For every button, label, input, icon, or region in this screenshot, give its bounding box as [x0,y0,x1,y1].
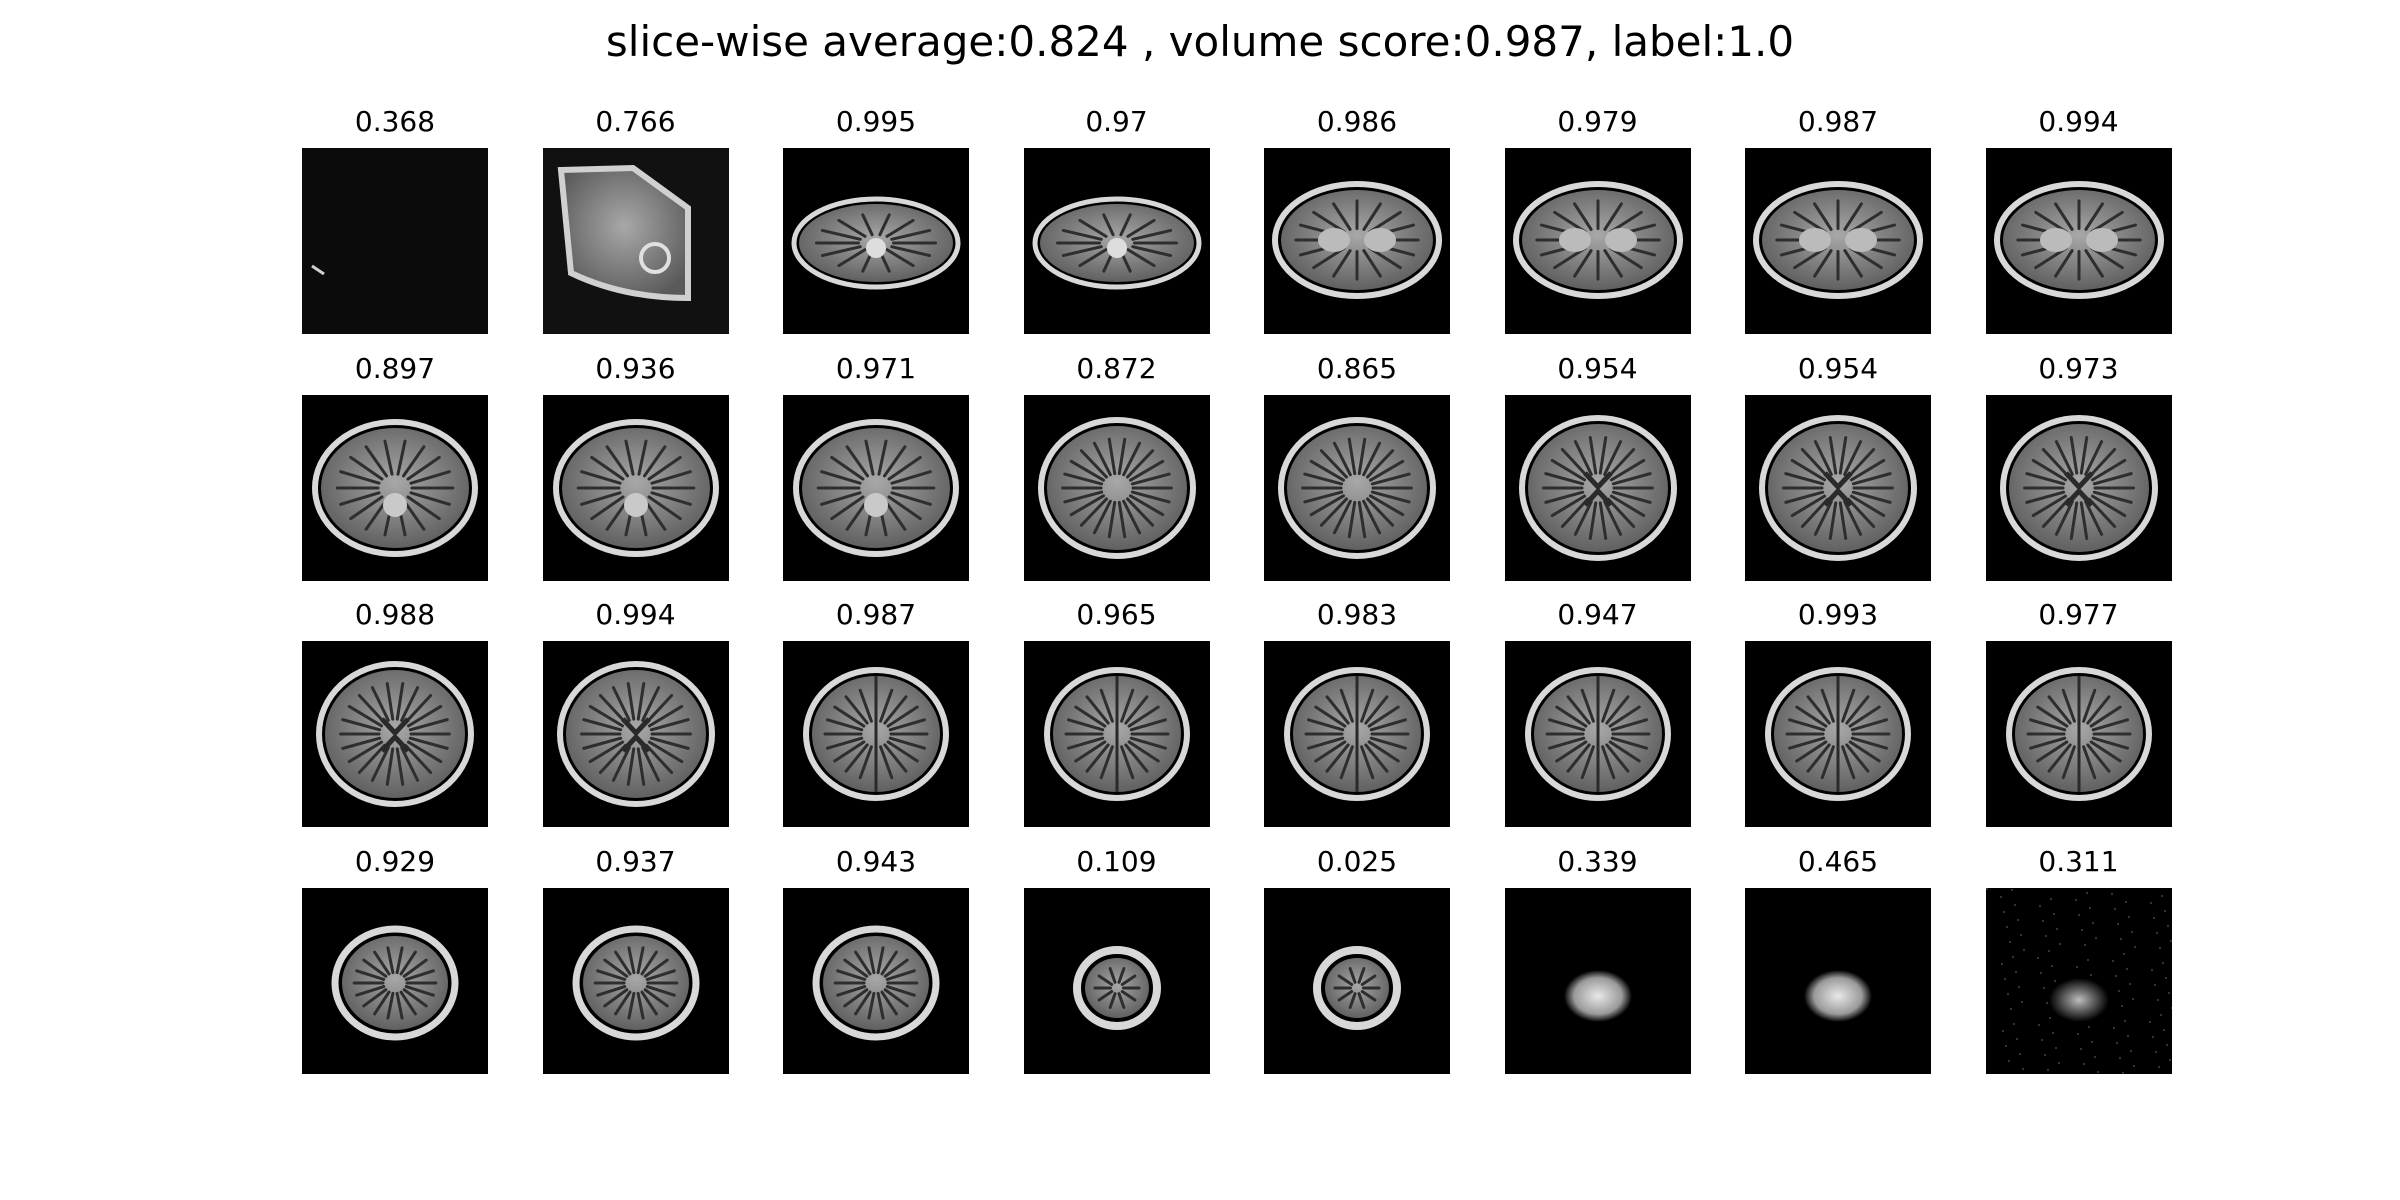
mri-slice-image [1504,394,1691,581]
slice-score-label: 0.897 [354,351,436,385]
mri-slice-image [1985,641,2172,827]
mri-slice-image [1264,887,1450,1074]
slice-score-label: 0.872 [1076,351,1157,385]
mri-slice-image [1745,394,1931,581]
slice-score-label: 0.993 [1797,598,1879,631]
slice-score-label: 0.311 [2038,844,2119,878]
mri-slice-image [1745,641,1931,827]
mri-slice-image [1985,887,2172,1074]
mri-slice-image [542,641,729,827]
slice-score-label: 0.954 [1797,351,1879,385]
slice-score-label: 0.937 [595,844,676,878]
slice-score-label: 0.943 [835,844,917,878]
slice-score-label: 0.987 [1797,105,1879,138]
slice-score-label: 0.995 [835,105,917,138]
figure-title: slice-wise average:0.824 , volume score:… [605,17,1795,66]
slice-score-label: 0.983 [1316,598,1398,631]
mri-slice-image [542,148,729,334]
slice-score-label: 0.986 [1316,105,1398,138]
mri-slice-image [1504,148,1691,334]
mri-slice-image [302,394,488,581]
mri-slice-image [1264,148,1450,334]
mri-slice-image [1023,148,1210,334]
mri-slice-image [1023,641,1210,827]
mri-slice-image [783,641,969,827]
mri-slice-image [783,394,969,581]
slice-score-label: 0.766 [595,105,676,138]
mri-slice-image [302,641,488,827]
slice-score-label: 0.954 [1557,351,1638,385]
mri-slice-image [1745,887,1931,1074]
mri-slice-image [1504,641,1691,827]
mri-slice-image [783,148,969,334]
mri-slice-image [1985,148,2172,334]
slice-score-label: 0.979 [1557,105,1638,138]
slice-score-label: 0.994 [595,598,676,631]
slice-score-label: 0.936 [595,351,676,385]
mri-slice-image [1264,641,1450,827]
slice-score-label: 0.973 [2038,351,2119,385]
slice-score-label: 0.988 [354,598,436,631]
mri-slice-image [783,887,969,1074]
slice-score-label: 0.977 [2038,598,2119,631]
slice-score-label: 0.994 [2038,105,2119,138]
slice-score-label: 0.947 [1557,598,1638,631]
slice-score-label: 0.339 [1557,844,1638,878]
mri-slice-image [1264,394,1450,581]
mri-slice-image [1504,887,1691,1074]
mri-slice-image [302,148,488,334]
slice-score-label: 0.987 [835,598,917,631]
mri-slice-image [1745,148,1931,334]
mri-slice-image [542,887,729,1074]
slice-score-label: 0.109 [1076,844,1157,878]
mri-slice-image [1023,887,1210,1074]
mri-slice-image [302,887,488,1074]
mri-slice-image [542,394,729,581]
slice-score-label: 0.368 [354,105,436,138]
mri-slice-image [1023,394,1210,581]
slice-score-label: 0.971 [835,351,917,385]
slice-score-label: 0.929 [354,844,436,878]
slice-score-label: 0.865 [1316,351,1398,385]
slice-score-label: 0.965 [1076,598,1157,631]
mri-slice-image [1985,394,2172,581]
slice-score-label: 0.025 [1316,844,1398,878]
slice-score-label: 0.97 [1085,105,1148,138]
slice-score-label: 0.465 [1797,844,1879,878]
